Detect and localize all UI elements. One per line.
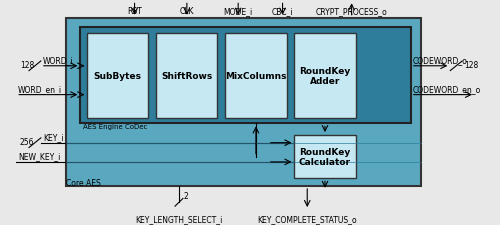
- Text: KEY_i: KEY_i: [43, 132, 64, 141]
- Text: CBC_i: CBC_i: [272, 7, 293, 16]
- Text: NEW_KEY_i: NEW_KEY_i: [18, 151, 60, 160]
- Text: CODEWORD_en_o: CODEWORD_en_o: [413, 84, 481, 93]
- Text: KEY_LENGTH_SELECT_i: KEY_LENGTH_SELECT_i: [136, 214, 222, 223]
- Text: MixColumns: MixColumns: [225, 72, 286, 81]
- Bar: [294, 135, 356, 178]
- Text: ShiftRows: ShiftRows: [161, 72, 212, 81]
- Text: 256: 256: [20, 137, 34, 146]
- Text: MODE_i: MODE_i: [224, 7, 253, 16]
- Text: Core AES: Core AES: [66, 178, 100, 187]
- Text: AES Engine CoDec: AES Engine CoDec: [84, 124, 148, 130]
- Text: CLK: CLK: [180, 7, 194, 16]
- Text: RST: RST: [127, 7, 142, 16]
- Bar: [226, 34, 286, 118]
- Text: 128: 128: [464, 61, 478, 70]
- Text: RoundKey
Adder: RoundKey Adder: [300, 66, 350, 86]
- Text: 2: 2: [184, 191, 188, 200]
- Text: 128: 128: [20, 61, 34, 70]
- Text: CRYPT_PROCESS_o: CRYPT_PROCESS_o: [316, 7, 388, 16]
- Text: WORD_i: WORD_i: [43, 56, 74, 65]
- Bar: [156, 34, 218, 118]
- Text: CODEWORD_o: CODEWORD_o: [413, 56, 468, 65]
- Bar: [66, 19, 420, 186]
- Bar: [294, 34, 356, 118]
- Bar: [87, 34, 148, 118]
- Text: WORD_en_i: WORD_en_i: [18, 84, 62, 93]
- Bar: [80, 28, 411, 124]
- Text: KEY_COMPLETE_STATUS_o: KEY_COMPLETE_STATUS_o: [258, 214, 357, 223]
- Text: RoundKey
Calculator: RoundKey Calculator: [299, 147, 351, 166]
- Text: SubBytes: SubBytes: [94, 72, 142, 81]
